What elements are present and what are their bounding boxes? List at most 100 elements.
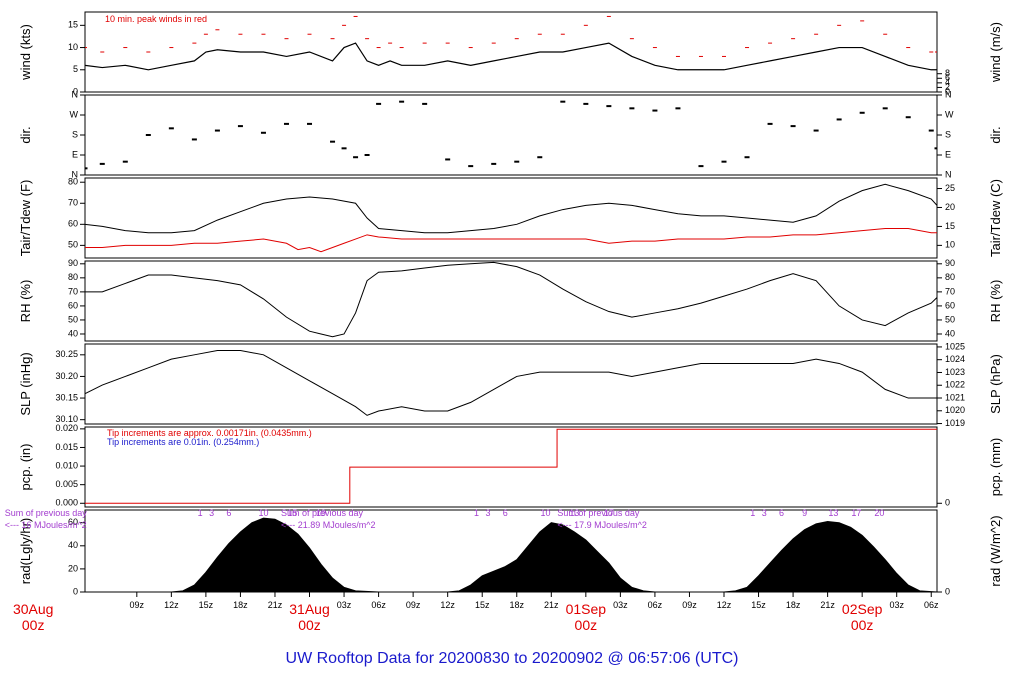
rh-ytick-right-label: 90 xyxy=(945,258,955,268)
wind-ytick-right-label: 2 xyxy=(945,82,950,92)
dir-point xyxy=(514,160,520,163)
time-tick-label: 18z xyxy=(786,600,801,610)
rad-hour-mark: 6 xyxy=(503,508,508,518)
time-tick-label: 15z xyxy=(751,600,766,610)
time-tick-label: 09z xyxy=(130,600,145,610)
rad-ytick-label: 60 xyxy=(68,517,78,527)
slp-ytick-label: 30.25 xyxy=(55,349,78,359)
dir-ylabel: dir. xyxy=(18,126,33,143)
time-tick-label: 21z xyxy=(544,600,559,610)
tair-line xyxy=(85,183,937,234)
wind-annotation: 10 min. peak winds in red xyxy=(105,14,207,24)
dir-point xyxy=(583,102,589,105)
rad-hour-mark: 10 xyxy=(541,508,551,518)
temp-ytick-right-label: 25 xyxy=(945,183,955,193)
day-label: 01Sep xyxy=(566,601,607,617)
wind-ytick-right-label: 4 xyxy=(945,77,950,87)
dir-point xyxy=(237,125,243,128)
rad-summary-line1: Sum of previous day xyxy=(557,508,640,518)
wind-ylabel-right: wind (m/s) xyxy=(988,22,1003,83)
rh-line xyxy=(85,261,937,338)
dir-point xyxy=(307,122,313,125)
pcp-ylabel: pcp. (in) xyxy=(18,444,33,491)
slp-ytick-label: 30.10 xyxy=(55,414,78,424)
dir-point xyxy=(214,129,220,132)
wind-speed-line xyxy=(85,42,937,71)
rh-ytick-right-label: 80 xyxy=(945,272,955,282)
dir-point xyxy=(652,109,658,112)
rh-ytick-label: 70 xyxy=(68,286,78,296)
dir-point xyxy=(836,118,842,121)
rad-summary-line1: Sum of previous day xyxy=(281,508,364,518)
dir-point xyxy=(928,129,934,132)
dir-point xyxy=(260,131,266,134)
rad-hour-mark: 1 xyxy=(474,508,479,518)
pcp-annotation-red: Tip increments are approx. 0.00171in. (0… xyxy=(107,428,312,438)
wind-ylabel: wind (kts) xyxy=(18,24,33,81)
temp-ytick-right-label: 20 xyxy=(945,202,955,212)
slp-ylabel-right: SLP (hPa) xyxy=(988,354,1003,414)
dir-point xyxy=(721,160,727,163)
time-tick-label: 15z xyxy=(475,600,490,610)
rad-hour-mark: 13 xyxy=(569,508,579,518)
wind-frame xyxy=(84,11,938,93)
dir-point xyxy=(629,107,635,110)
rad-hour-mark: 17 xyxy=(851,508,861,518)
time-tick-label: 03z xyxy=(337,600,352,610)
rad-hour-mark: 10 xyxy=(258,508,268,518)
time-tick-label: 15z xyxy=(199,600,214,610)
rad-hour-mark: 6 xyxy=(226,508,231,518)
slp-ytick-right-label: 1023 xyxy=(945,367,965,377)
dir-point xyxy=(813,129,819,132)
dir-marks xyxy=(85,100,937,170)
rh-ytick-label: 80 xyxy=(68,272,78,282)
rad-hour-mark: 3 xyxy=(762,508,767,518)
slp-ytick-label: 30.15 xyxy=(55,392,78,402)
day-label: 02Sep xyxy=(842,601,883,617)
dir-ylabel-right: dir. xyxy=(988,126,1003,143)
rh-ytick-right-label: 70 xyxy=(945,286,955,296)
rad-ylabel: rad(Lgly/hr) xyxy=(18,518,33,584)
pcp-ytick-label: 0.005 xyxy=(55,479,78,489)
temp-ylabel: Tair/Tdew (F) xyxy=(18,180,33,257)
time-tick-label: 03z xyxy=(613,600,628,610)
dir-point xyxy=(330,140,336,143)
day-label-time: 00z xyxy=(298,617,321,633)
rad-hour-mark: 1 xyxy=(750,508,755,518)
day-label: 30Aug xyxy=(13,601,53,617)
time-tick-label: 21z xyxy=(268,600,283,610)
rad-hour-mark: 1 xyxy=(198,508,203,518)
dir-point xyxy=(85,167,88,170)
dir-frame xyxy=(84,94,938,176)
dir-point xyxy=(283,122,289,125)
time-tick-label: 03z xyxy=(889,600,904,610)
rad-hour-mark: 15 xyxy=(287,508,297,518)
slp-frame xyxy=(84,343,938,425)
rad-hour-mark: 17 xyxy=(604,508,614,518)
dir-point xyxy=(376,102,382,105)
dir-point xyxy=(341,147,347,150)
time-tick-label: 18z xyxy=(509,600,524,610)
pcp-frame xyxy=(84,426,938,508)
rad-area xyxy=(85,517,937,592)
pcp-ytick-label: 0.015 xyxy=(55,442,78,452)
dir-point xyxy=(445,158,451,161)
dir-point xyxy=(399,100,405,103)
temp-frame xyxy=(84,177,938,259)
slp-ytick-right-label: 1019 xyxy=(945,418,965,428)
slp-ytick-right-label: 1022 xyxy=(945,380,965,390)
dir-point xyxy=(934,147,937,150)
rad-summary-line2: <--- 17.9 MJoules/m^2 xyxy=(557,520,647,530)
rh-ytick-label: 50 xyxy=(68,314,78,324)
dir-ytick-label: N xyxy=(72,89,79,99)
temp-ytick-label: 60 xyxy=(68,219,78,229)
pcp-ytick-label: 0.010 xyxy=(55,460,78,470)
temp-marks xyxy=(85,183,937,253)
temp-ytick-label: 70 xyxy=(68,198,78,208)
rad-hour-mark: 3 xyxy=(485,508,490,518)
pcp-ytick-right-label: 0 xyxy=(945,498,950,508)
dir-ytick-label: N xyxy=(72,169,79,179)
dir-point xyxy=(537,156,543,159)
rh-ytick-label: 60 xyxy=(68,300,78,310)
